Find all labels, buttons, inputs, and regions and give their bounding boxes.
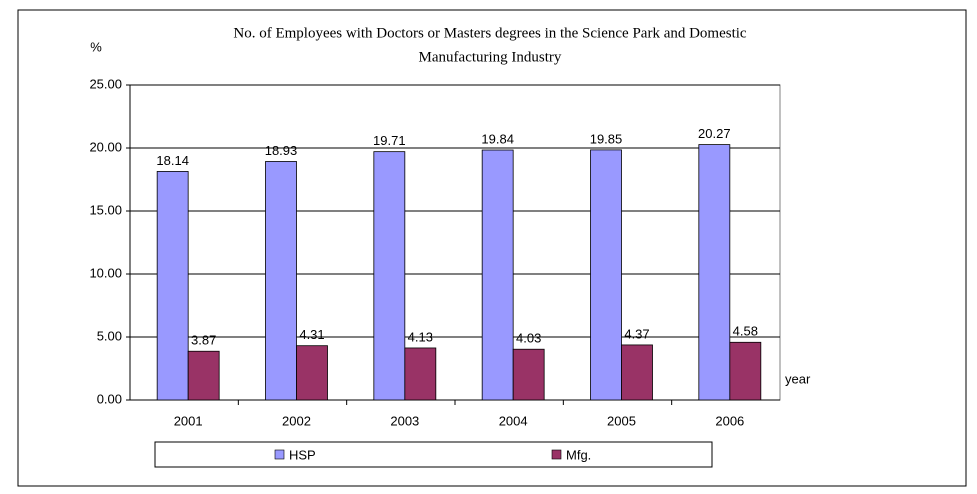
data-label: 4.31	[299, 327, 324, 342]
bar	[404, 347, 437, 401]
y-tick-label: 5.00	[97, 328, 122, 343]
data-label: 3.87	[191, 333, 216, 348]
legend-swatch	[274, 449, 285, 460]
x-tick-label: 2005	[607, 413, 636, 428]
data-label: 4.58	[733, 324, 758, 339]
y-tick-label: 10.00	[89, 265, 122, 280]
legend-label: HSP	[289, 447, 316, 462]
bar	[265, 161, 297, 401]
bar	[729, 341, 762, 401]
bar	[481, 149, 514, 401]
data-label: 20.27	[698, 126, 731, 141]
data-label: 18.14	[156, 153, 189, 168]
data-label: 4.03	[516, 331, 541, 346]
x-tick-label: 2001	[174, 413, 203, 428]
data-label: 19.85	[590, 131, 623, 146]
bar	[373, 151, 406, 401]
x-tick-label: 2004	[499, 413, 528, 428]
data-label: 19.84	[481, 131, 514, 146]
bar	[156, 171, 189, 401]
y-tick-label: 20.00	[89, 139, 122, 154]
y-tick-label: 15.00	[89, 202, 122, 217]
x-tick-label: 2003	[390, 413, 419, 428]
x-tick-label: 2006	[715, 413, 744, 428]
chart-title: Manufacturing Industry	[419, 49, 562, 65]
y-tick-label: 0.00	[97, 391, 122, 406]
data-label: 18.93	[265, 143, 298, 158]
chart-title: No. of Employees with Doctors or Masters…	[233, 25, 747, 41]
legend-swatch	[551, 449, 562, 460]
bar	[698, 144, 731, 401]
data-label: 19.71	[373, 133, 406, 148]
bar	[590, 149, 622, 401]
bar	[187, 350, 220, 401]
plot-area	[129, 84, 781, 401]
y-axis-label: %	[90, 39, 102, 54]
x-tick-label: 2002	[282, 413, 311, 428]
x-axis-label: year	[785, 371, 811, 386]
y-tick-label: 25.00	[89, 76, 122, 91]
bar	[512, 348, 545, 401]
bar	[296, 345, 328, 401]
legend-label: Mfg.	[566, 447, 591, 462]
bar	[621, 344, 653, 401]
data-label: 4.37	[624, 326, 649, 341]
data-label: 4.13	[408, 329, 433, 344]
legend	[154, 441, 713, 468]
